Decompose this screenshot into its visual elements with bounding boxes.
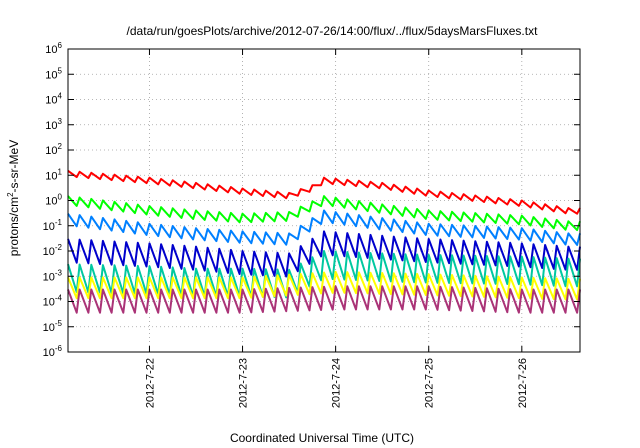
series-line-7 <box>67 285 581 314</box>
y-tick-label: 106 <box>45 41 62 56</box>
series-line-2 <box>67 195 581 232</box>
chart-title: /data/run/goesPlots/archive/2012-07-26/1… <box>127 24 539 38</box>
x-tick-label: 2012-7-25 <box>424 358 436 408</box>
y-axis-label: protons/cm2-s-sr-MeV <box>6 140 21 256</box>
plot-border <box>67 48 581 353</box>
y-tick-labels: 10-6 10-5 10-4 10-3 10-2 10-1 100 101 102 103 104 1… <box>43 41 63 359</box>
y-tick-label: 10-4 <box>43 294 63 309</box>
y-tick-label: 101 <box>45 167 62 182</box>
y-tick-label: 102 <box>45 142 62 157</box>
x-tick-label: 2012-7-22 <box>144 358 156 408</box>
series-line-4 <box>67 230 581 278</box>
series-line-3 <box>67 209 581 246</box>
y-tick-label: 10-5 <box>43 319 63 334</box>
y-tick-label: 103 <box>45 117 62 132</box>
x-tick-label: 2012-7-23 <box>238 358 250 408</box>
y-axis-label-base: protons/cm <box>7 197 21 256</box>
y-axis-label-superscript: 2 <box>6 192 15 197</box>
x-tick-label: 2012-7-26 <box>517 358 529 408</box>
x-axis-label: Coordinated Universal Time (UTC) <box>230 431 414 445</box>
series-line-6 <box>67 270 581 301</box>
y-axis-label-rest: -s-sr-MeV <box>7 140 21 193</box>
series-line-5 <box>67 250 581 299</box>
y-tick-label: 10-6 <box>43 344 63 359</box>
y-tick-label: 104 <box>45 92 62 107</box>
y-tick-label: 10-1 <box>43 218 63 233</box>
y-tick-label: 10-2 <box>43 243 63 258</box>
y-tick-label: 10-3 <box>43 268 63 283</box>
plot-frame <box>67 48 581 353</box>
x-tick-label: 2012-7-24 <box>331 358 343 408</box>
y-tick-label: 105 <box>45 66 62 81</box>
y-tick-label: 100 <box>45 193 62 208</box>
data-series <box>67 169 581 314</box>
series-line-1 <box>67 169 581 215</box>
x-tick-labels: 2012-7-22 2012-7-23 2012-7-24 2012-7-25 2012… <box>144 358 528 408</box>
